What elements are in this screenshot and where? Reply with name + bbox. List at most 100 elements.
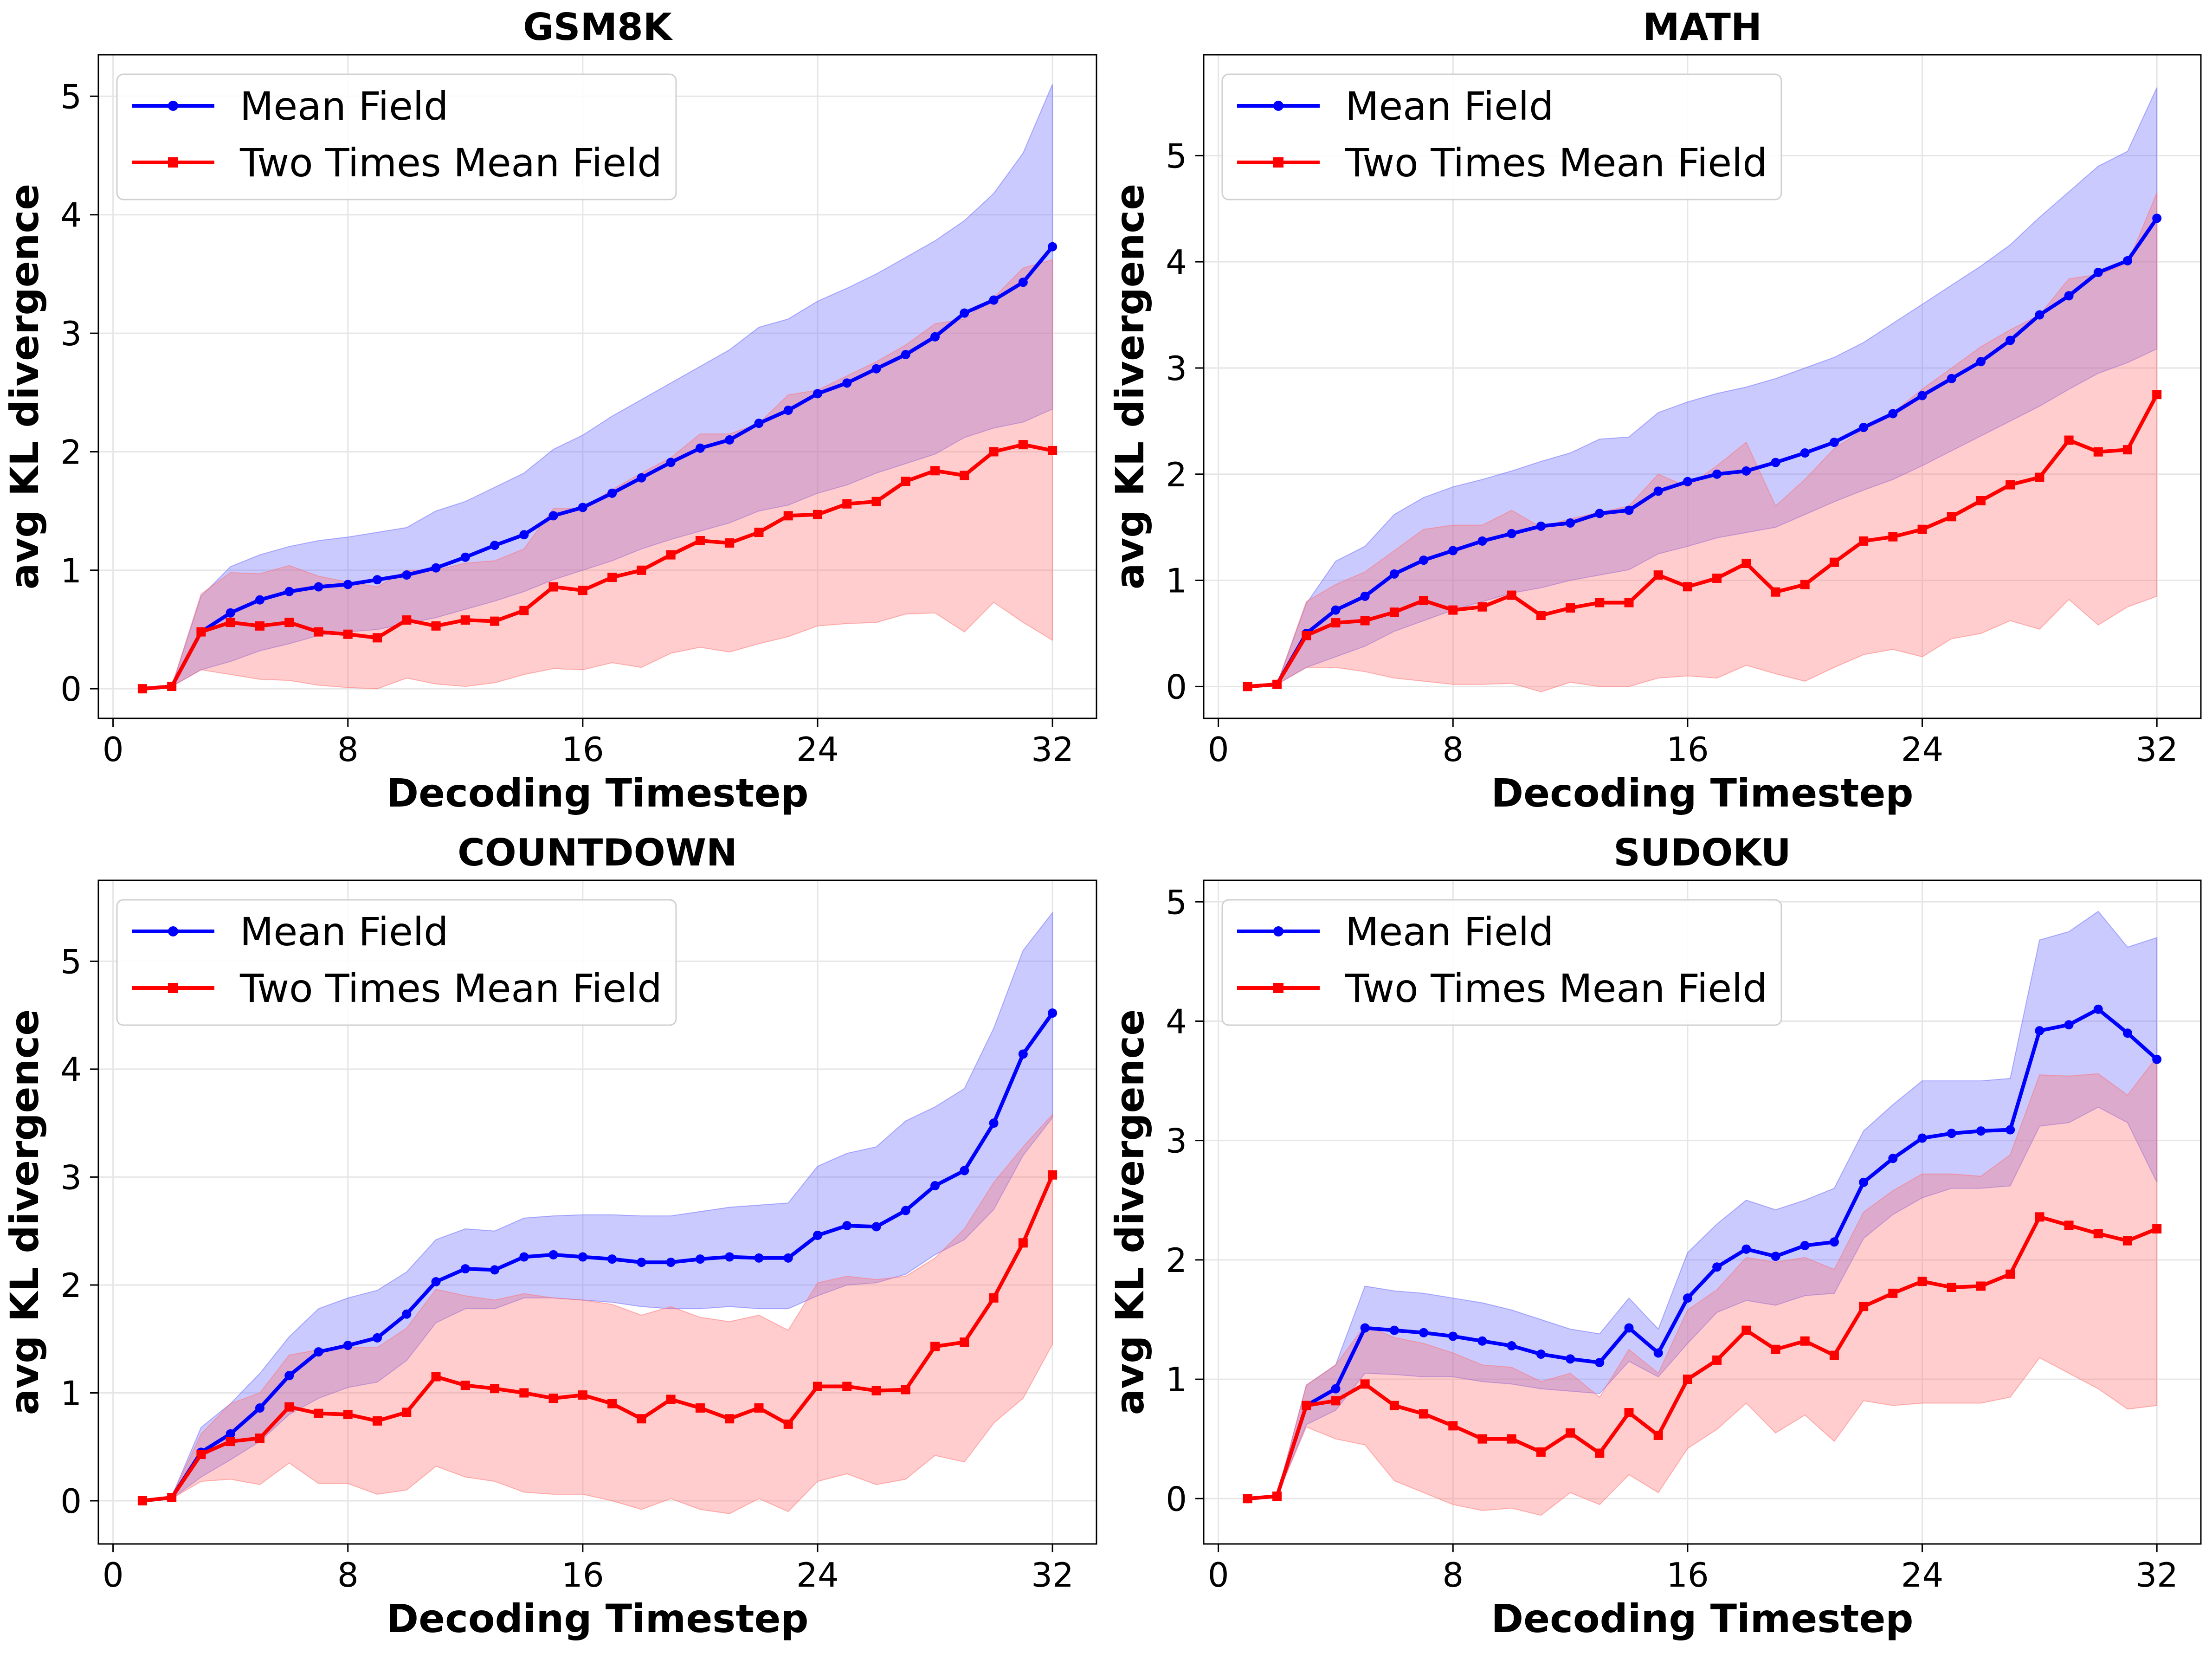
data-point-two-times-mean-field xyxy=(1507,590,1516,600)
y-tick-label: 2 xyxy=(60,433,82,471)
data-point-two-times-mean-field xyxy=(1477,602,1487,612)
data-point-two-times-mean-field xyxy=(695,1403,705,1413)
chart-title: GSM8K xyxy=(523,6,673,49)
data-point-two-times-mean-field xyxy=(637,1414,646,1424)
data-point-two-times-mean-field xyxy=(226,618,235,627)
data-point-two-times-mean-field xyxy=(1566,1428,1575,1438)
chart-title: MATH xyxy=(1643,6,1762,49)
legend-box xyxy=(1221,73,1782,200)
data-point-two-times-mean-field xyxy=(930,1342,940,1351)
data-point-two-times-mean-field xyxy=(2064,1220,2074,1230)
data-point-two-times-mean-field xyxy=(1683,582,1692,592)
y-tick-label: 5 xyxy=(60,942,82,981)
data-point-mean-field xyxy=(1976,1126,1986,1136)
data-point-mean-field xyxy=(2152,1054,2162,1064)
x-tick-label: 24 xyxy=(796,1556,839,1595)
x-tick-label: 32 xyxy=(1031,730,1074,769)
data-point-mean-field xyxy=(1771,1252,1780,1261)
data-point-mean-field xyxy=(1947,1129,1956,1138)
data-point-two-times-mean-field xyxy=(1331,618,1341,628)
data-point-two-times-mean-field xyxy=(373,1416,382,1426)
data-point-two-times-mean-field xyxy=(2006,1269,2015,1279)
data-point-mean-field xyxy=(284,587,294,596)
data-point-mean-field xyxy=(1653,1348,1663,1358)
data-point-mean-field xyxy=(1595,509,1605,518)
data-point-mean-field xyxy=(607,1254,617,1264)
data-point-two-times-mean-field xyxy=(1829,557,1839,567)
data-point-two-times-mean-field xyxy=(842,1382,852,1391)
y-tick-label: 4 xyxy=(1166,243,1187,282)
y-tick-label: 3 xyxy=(60,314,82,353)
data-point-mean-field xyxy=(1976,357,1986,367)
data-point-two-times-mean-field xyxy=(2035,472,2044,482)
y-tick-label: 5 xyxy=(1166,136,1187,175)
data-point-two-times-mean-field xyxy=(431,621,441,631)
data-point-two-times-mean-field xyxy=(1048,1170,1058,1180)
data-point-mean-field xyxy=(930,1181,940,1191)
data-point-mean-field xyxy=(783,406,793,415)
data-point-mean-field xyxy=(519,1252,529,1262)
data-point-mean-field xyxy=(2035,1026,2044,1036)
data-point-mean-field xyxy=(930,332,940,342)
y-tick-label: 1 xyxy=(1166,562,1187,601)
data-point-two-times-mean-field xyxy=(137,1496,147,1505)
y-tick-label: 0 xyxy=(60,670,82,709)
data-point-mean-field xyxy=(695,443,705,453)
axes-frame xyxy=(97,879,1097,1545)
y-axis-label: avg KL divergence xyxy=(1107,1009,1153,1415)
data-point-mean-field xyxy=(1477,1336,1487,1346)
y-tick-label: 5 xyxy=(60,77,82,116)
data-point-two-times-mean-field xyxy=(431,1372,441,1382)
x-tick-label: 16 xyxy=(561,730,604,769)
legend-marker-mean-field xyxy=(168,926,178,936)
data-point-mean-field xyxy=(1419,1328,1429,1337)
data-point-two-times-mean-field xyxy=(783,511,793,521)
data-point-mean-field xyxy=(1653,486,1663,496)
x-tick-label: 16 xyxy=(1666,730,1709,769)
data-point-two-times-mean-field xyxy=(226,1437,235,1446)
data-point-two-times-mean-field xyxy=(960,471,969,480)
data-point-two-times-mean-field xyxy=(1947,1283,1956,1292)
data-point-two-times-mean-field xyxy=(1741,1325,1751,1335)
data-point-two-times-mean-field xyxy=(343,1409,353,1419)
data-point-two-times-mean-field xyxy=(637,565,646,575)
data-point-two-times-mean-field xyxy=(196,1450,206,1459)
data-point-two-times-mean-field xyxy=(989,1293,999,1303)
y-tick-label: 2 xyxy=(1166,455,1187,494)
legend-marker-two-times-mean-field xyxy=(1273,983,1283,993)
data-point-two-times-mean-field xyxy=(871,1386,881,1395)
data-point-mean-field xyxy=(1048,1008,1058,1018)
x-tick-label: 24 xyxy=(796,730,839,769)
data-point-two-times-mean-field xyxy=(1595,598,1605,607)
data-point-mean-field xyxy=(1800,1241,1810,1251)
data-point-mean-field xyxy=(2064,291,2074,301)
data-point-mean-field xyxy=(578,1252,587,1262)
data-point-mean-field xyxy=(813,1230,822,1240)
data-point-mean-field xyxy=(2006,1125,2015,1135)
data-point-two-times-mean-field xyxy=(1976,496,1986,505)
chart-panel-countdown: 0 8 16 24 32 0 1 2 3 4 5 COUNTDOWN Decoding Timestep… xyxy=(2,831,1097,1641)
data-point-two-times-mean-field xyxy=(1389,607,1399,617)
data-point-two-times-mean-field xyxy=(1448,1421,1458,1431)
data-point-two-times-mean-field xyxy=(1595,1448,1605,1458)
legend-marker-two-times-mean-field xyxy=(168,157,178,168)
axes-frame xyxy=(1203,54,2202,719)
y-tick-label: 2 xyxy=(60,1266,82,1305)
x-tick-label: 24 xyxy=(1901,730,1944,769)
data-point-mean-field xyxy=(490,1265,500,1275)
y-tick-label: 5 xyxy=(1166,883,1187,922)
data-point-two-times-mean-field xyxy=(725,1414,735,1424)
y-tick-label: 1 xyxy=(60,551,82,590)
series-line-two-times-mean-field xyxy=(142,443,1053,691)
data-point-mean-field xyxy=(548,1250,558,1259)
data-point-mean-field xyxy=(754,419,764,428)
data-point-two-times-mean-field xyxy=(666,550,676,560)
y-tick-label: 3 xyxy=(1166,349,1187,388)
axes-frame xyxy=(97,54,1097,719)
series-line-mean-field xyxy=(1247,217,2159,689)
legend: Mean Field Two Times Mean Field xyxy=(116,73,677,200)
data-point-mean-field xyxy=(1018,278,1028,287)
data-point-two-times-mean-field xyxy=(1419,596,1429,606)
data-point-mean-field xyxy=(2064,1020,2074,1030)
x-tick-label: 32 xyxy=(2135,730,2178,769)
